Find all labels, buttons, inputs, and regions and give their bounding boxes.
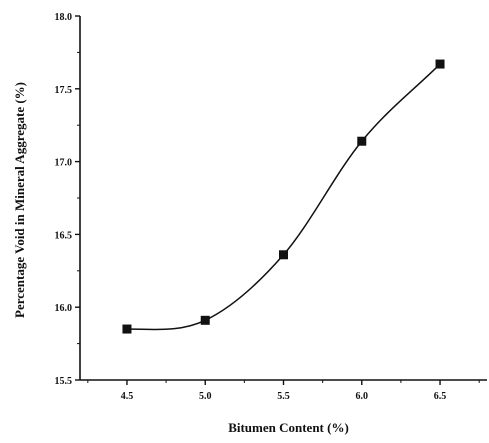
series-line xyxy=(126,63,441,331)
y-tick-label: 17.0 xyxy=(55,158,73,169)
data-point xyxy=(122,324,132,334)
y-tick-label: 16.5 xyxy=(55,230,73,241)
x-tick-label: 6.5 xyxy=(434,391,447,402)
x-tick-label: 5.0 xyxy=(199,391,212,402)
x-axis-title: Bitumen Content (%) xyxy=(228,420,349,435)
y-axis-title: Percentage Void in Mineral Aggregate (%) xyxy=(12,82,27,318)
data-point xyxy=(279,250,288,260)
x-tick-label: 4.5 xyxy=(121,391,134,402)
y-tick-label: 18.0 xyxy=(55,12,73,23)
axes: 15.5 16.0 16.5 17.0 17.5 18.0 4.5 5.0 5.5 6.0 6.5 xyxy=(55,12,487,402)
x-tick-label: 6.0 xyxy=(356,391,369,402)
data-point xyxy=(435,59,445,69)
y-tick-label: 15.5 xyxy=(55,376,73,387)
y-tick-label: 16.0 xyxy=(55,303,73,314)
data-point xyxy=(200,315,210,325)
y-tick-label: 17.5 xyxy=(55,85,73,96)
data-point xyxy=(357,136,367,146)
x-tick-label: 5.5 xyxy=(277,391,290,402)
plot-area xyxy=(122,59,445,334)
